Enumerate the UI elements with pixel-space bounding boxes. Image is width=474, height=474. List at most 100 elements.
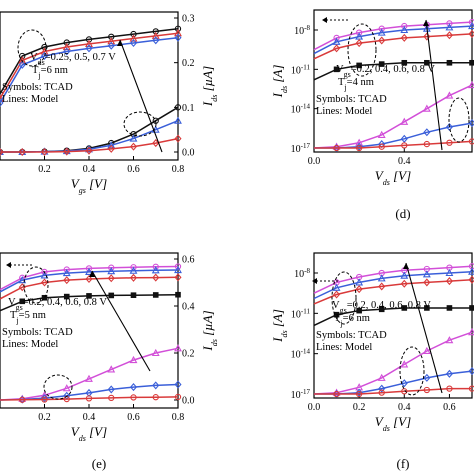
y-tick-label: 0.1	[182, 103, 195, 114]
annotation-lines: Lines: Model	[316, 106, 372, 117]
annotation-lines: Lines: Model	[316, 342, 372, 353]
y-tick-label: 0.0	[182, 148, 195, 159]
annotation-thickness: Tj=6 nm	[334, 313, 370, 328]
data-point	[40, 51, 49, 61]
series-line	[313, 33, 473, 60]
data-point	[174, 116, 182, 124]
data-point	[332, 283, 341, 291]
x-tick-label: 0.2	[38, 164, 51, 175]
data-point	[174, 33, 182, 42]
annotation-lines: Lines: Model	[2, 339, 58, 350]
panel-label: (d)	[395, 206, 410, 221]
axis-pointer-head	[6, 262, 11, 268]
annotation-thickness: Tj=4 nm	[338, 77, 374, 92]
annotation-bias: Vgs=0.2, 0.4, 0.6, 0.8 V	[332, 300, 431, 315]
data-point	[85, 265, 93, 272]
data-point	[400, 379, 408, 388]
data-point	[0, 94, 4, 102]
x-tick-label: 0.2	[353, 402, 366, 413]
data-point	[445, 23, 454, 31]
data-point	[446, 385, 453, 392]
data-point	[378, 25, 385, 32]
data-point	[41, 396, 48, 403]
data-point	[355, 39, 363, 48]
data-point	[18, 56, 27, 64]
annotation-lines: Lines: Model	[2, 94, 58, 105]
y-tick-label: 10-11	[291, 307, 311, 320]
x-tick-label: 0.0	[308, 156, 321, 167]
arrow-head	[423, 20, 429, 26]
arrow-head	[117, 40, 123, 46]
data-point	[400, 360, 409, 368]
data-point	[468, 385, 474, 392]
data-point	[355, 32, 364, 40]
annotation-symbols: Symbols: TCAD	[2, 327, 73, 338]
series-line	[313, 25, 473, 55]
data-point	[152, 292, 159, 298]
data-point	[40, 271, 49, 279]
data-point	[63, 276, 71, 285]
data-point	[378, 61, 385, 67]
data-point	[40, 278, 49, 287]
data-point	[401, 388, 408, 395]
series-line	[0, 269, 179, 293]
x-tick-label: 0.4	[398, 156, 411, 167]
x-tick-label: 0.0	[308, 402, 321, 413]
data-point	[469, 59, 474, 66]
data-point	[85, 374, 93, 382]
data-point	[107, 385, 115, 394]
data-point	[130, 394, 137, 401]
trend-arrow	[425, 19, 443, 151]
data-point	[445, 369, 453, 378]
data-point	[174, 265, 182, 274]
data-point	[400, 25, 409, 34]
panel-e: 0.2 0.4 0.6 0.8 Vds [V] (e) 0.0 0.2 0.4 0.6 Ids [µ…	[0, 252, 219, 471]
data-point	[152, 273, 160, 282]
annotation-ellipse	[448, 97, 470, 143]
series-line	[313, 270, 473, 300]
data-point	[355, 278, 364, 286]
data-point	[423, 128, 431, 137]
x-tick-label: 0.4	[398, 402, 411, 413]
data-point	[85, 146, 93, 155]
x-axis-title: Vds [V]	[375, 168, 411, 187]
data-point	[174, 104, 182, 111]
data-point	[469, 305, 474, 311]
annotation-symbols: Symbols: TCAD	[316, 94, 387, 105]
trend-arrow	[91, 270, 151, 372]
data-point	[174, 344, 182, 352]
data-point	[19, 396, 26, 403]
data-point	[129, 134, 138, 142]
data-point	[446, 139, 453, 146]
panel-label: (e)	[92, 456, 106, 471]
y-tick-label: 10-8	[294, 24, 310, 37]
data-point	[377, 373, 386, 381]
data-point	[401, 305, 408, 311]
data-point	[378, 306, 385, 313]
data-point	[152, 381, 160, 390]
x-tick-label: 0.8	[172, 412, 185, 423]
annotation-symbols: Symbols: TCAD	[316, 330, 387, 341]
data-point	[129, 142, 138, 151]
annotation-ellipse	[23, 266, 49, 304]
data-point	[108, 292, 115, 299]
data-point	[401, 142, 408, 149]
data-point	[0, 147, 4, 157]
data-point	[400, 271, 409, 279]
data-point	[423, 278, 431, 287]
x-tick-label: 0.4	[83, 412, 96, 423]
data-point	[356, 62, 362, 69]
data-point	[107, 37, 116, 45]
annotation-ellipse	[123, 111, 157, 137]
data-point	[129, 355, 138, 364]
data-point	[107, 141, 116, 149]
annotation-ellipse	[43, 374, 73, 400]
data-point	[445, 31, 453, 40]
series-line	[314, 387, 472, 395]
y-tick-label: 10-17	[291, 142, 311, 155]
data-point	[107, 365, 116, 373]
data-point	[130, 292, 137, 298]
x-axis-title: Vgs [V]	[71, 176, 107, 195]
series-line	[0, 27, 179, 95]
